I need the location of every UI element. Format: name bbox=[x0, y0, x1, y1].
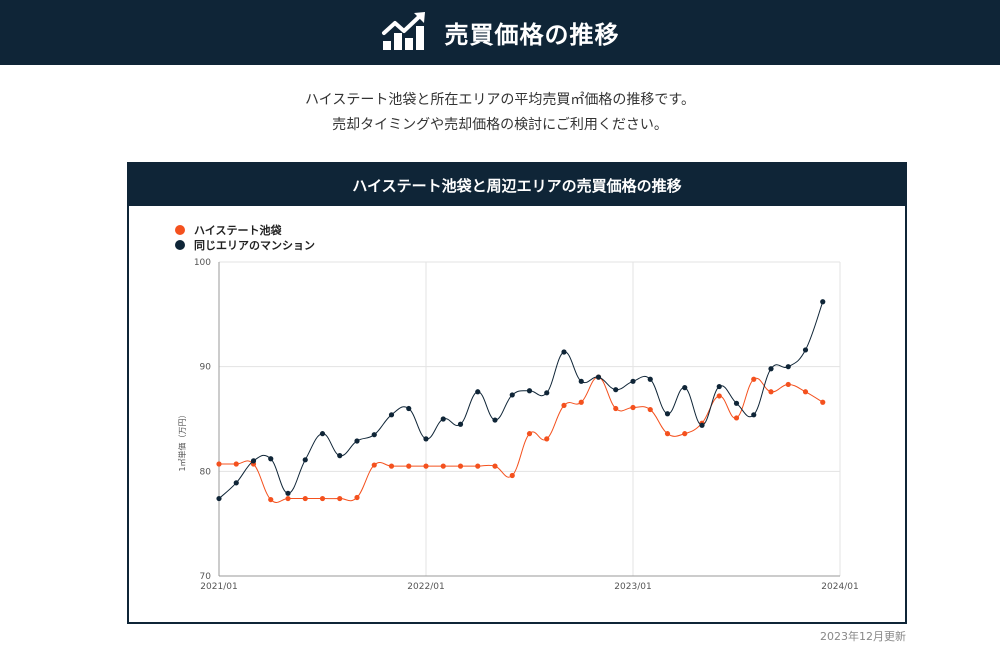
y-tick-label: 90 bbox=[200, 363, 212, 373]
last-updated: 2023年12月更新 bbox=[820, 630, 906, 643]
chart-legend: ハイステート池袋 同じエリアのマンション bbox=[175, 222, 315, 252]
series-1-point bbox=[475, 389, 481, 395]
intro-line-1: ハイステート池袋と所在エリアの平均売買㎡価格の推移です。 bbox=[305, 92, 695, 108]
series-0-point bbox=[578, 399, 584, 405]
series-1-point bbox=[388, 412, 395, 418]
series-1-point bbox=[544, 390, 550, 396]
series-0-point bbox=[630, 404, 636, 411]
series-1-point bbox=[647, 376, 653, 382]
series-1-point bbox=[733, 400, 740, 406]
series-1-point bbox=[682, 385, 688, 391]
series-0-point bbox=[664, 431, 671, 437]
series-0-point bbox=[371, 462, 377, 468]
series-1-point bbox=[526, 388, 533, 394]
series-1-point bbox=[250, 458, 257, 464]
series-0-point bbox=[233, 461, 239, 467]
series-0-point bbox=[492, 463, 498, 469]
series-0-point bbox=[285, 495, 291, 502]
series-0-point bbox=[475, 463, 481, 469]
page-header: 売買価格の推移 bbox=[0, 0, 1000, 65]
series-1-point bbox=[337, 453, 343, 459]
legend-marker-property bbox=[175, 224, 185, 235]
y-tick-label: 70 bbox=[200, 572, 212, 582]
series-1-point bbox=[802, 347, 809, 353]
series-1-point bbox=[768, 366, 774, 372]
x-tick-label: 2021/01 bbox=[200, 582, 237, 592]
series-1-point bbox=[406, 405, 412, 412]
series-1-point bbox=[820, 299, 826, 305]
series-0-point bbox=[751, 376, 757, 382]
intro-line-2: 売却タイミングや売却価格の検討にご利用ください。 bbox=[332, 117, 668, 133]
series-line-0 bbox=[219, 376, 824, 503]
x-tick-label: 2022/01 bbox=[407, 582, 444, 592]
y-tick-label: 80 bbox=[200, 467, 212, 477]
series-1-point bbox=[233, 480, 239, 486]
series-0-point bbox=[526, 431, 533, 437]
series-1-point bbox=[699, 422, 705, 428]
legend-item-property[interactable]: ハイステート池袋 bbox=[175, 222, 315, 237]
series-0-point bbox=[388, 463, 395, 469]
series-1-point bbox=[285, 490, 291, 496]
legend-label-property: ハイステート池袋 bbox=[194, 223, 282, 237]
series-line-1 bbox=[218, 301, 824, 499]
series-0-point bbox=[509, 472, 515, 479]
series-0-point bbox=[682, 431, 688, 437]
series-1-point bbox=[613, 387, 619, 393]
series-0-point bbox=[440, 463, 446, 469]
series-1-point bbox=[216, 495, 222, 502]
price-trend-chart: 70 80 90 100 2021/01 2022/01 2023/01 2024/01 1㎡単… bbox=[177, 258, 859, 592]
trending-chart-icon bbox=[381, 11, 429, 55]
series-1-point bbox=[440, 416, 446, 422]
series-0-point bbox=[613, 405, 619, 412]
series-1-point bbox=[371, 432, 377, 438]
y-axis-label: 1㎡単価（万円） bbox=[177, 410, 187, 471]
legend-item-area[interactable]: 同じエリアのマンション bbox=[175, 237, 315, 252]
series-0-point bbox=[716, 393, 722, 399]
series-0-point bbox=[268, 496, 274, 503]
page-title: 売買価格の推移 bbox=[444, 21, 620, 49]
series-0-point bbox=[354, 494, 360, 501]
series-0-point bbox=[544, 436, 550, 442]
series-1-point bbox=[354, 438, 360, 444]
series-1-point bbox=[595, 374, 602, 380]
series-1-point bbox=[423, 436, 429, 442]
series-1-point bbox=[509, 392, 515, 398]
series-1-point bbox=[319, 431, 326, 437]
series-0-point bbox=[406, 463, 412, 469]
x-tick-label: 2023/01 bbox=[614, 582, 651, 592]
series-1-point bbox=[785, 364, 791, 370]
series-0-point bbox=[302, 495, 308, 502]
x-tick-label: 2024/01 bbox=[821, 582, 858, 592]
chart-card-title: ハイステート池袋と周辺エリアの売買価格の推移 bbox=[129, 164, 905, 206]
series-1-point bbox=[630, 378, 636, 384]
legend-marker-area bbox=[175, 239, 185, 250]
series-0-point bbox=[820, 399, 826, 405]
series-1-point bbox=[457, 421, 464, 427]
series-0-point bbox=[561, 402, 567, 408]
series-1-point bbox=[664, 411, 671, 417]
series-0-point bbox=[785, 381, 791, 388]
series-1-point bbox=[578, 378, 584, 384]
chart-card: ハイステート池袋と周辺エリアの売買価格の推移 70 80 90 100 2021/01 2… bbox=[127, 162, 907, 624]
series-1-point bbox=[716, 383, 722, 390]
series-0-point bbox=[337, 495, 343, 502]
series-0-point bbox=[457, 463, 464, 469]
series-0-point bbox=[733, 415, 740, 421]
series-0-point bbox=[647, 406, 653, 413]
series-0-point bbox=[216, 461, 222, 467]
series-0-point bbox=[423, 463, 429, 469]
intro-text: ハイステート池袋と所在エリアの平均売買㎡価格の推移です。 売却タイミングや売却価… bbox=[0, 88, 1000, 138]
series-1-point bbox=[302, 457, 308, 463]
series-1-point bbox=[268, 456, 274, 462]
legend-label-area: 同じエリアのマンション bbox=[194, 238, 315, 252]
series-0-point bbox=[319, 495, 326, 502]
series-1-point bbox=[751, 412, 757, 418]
series-0-point bbox=[768, 389, 774, 395]
y-tick-label: 100 bbox=[194, 258, 211, 268]
series-1-point bbox=[561, 349, 567, 355]
series-1-point bbox=[492, 417, 498, 423]
series-0-point bbox=[802, 389, 809, 395]
